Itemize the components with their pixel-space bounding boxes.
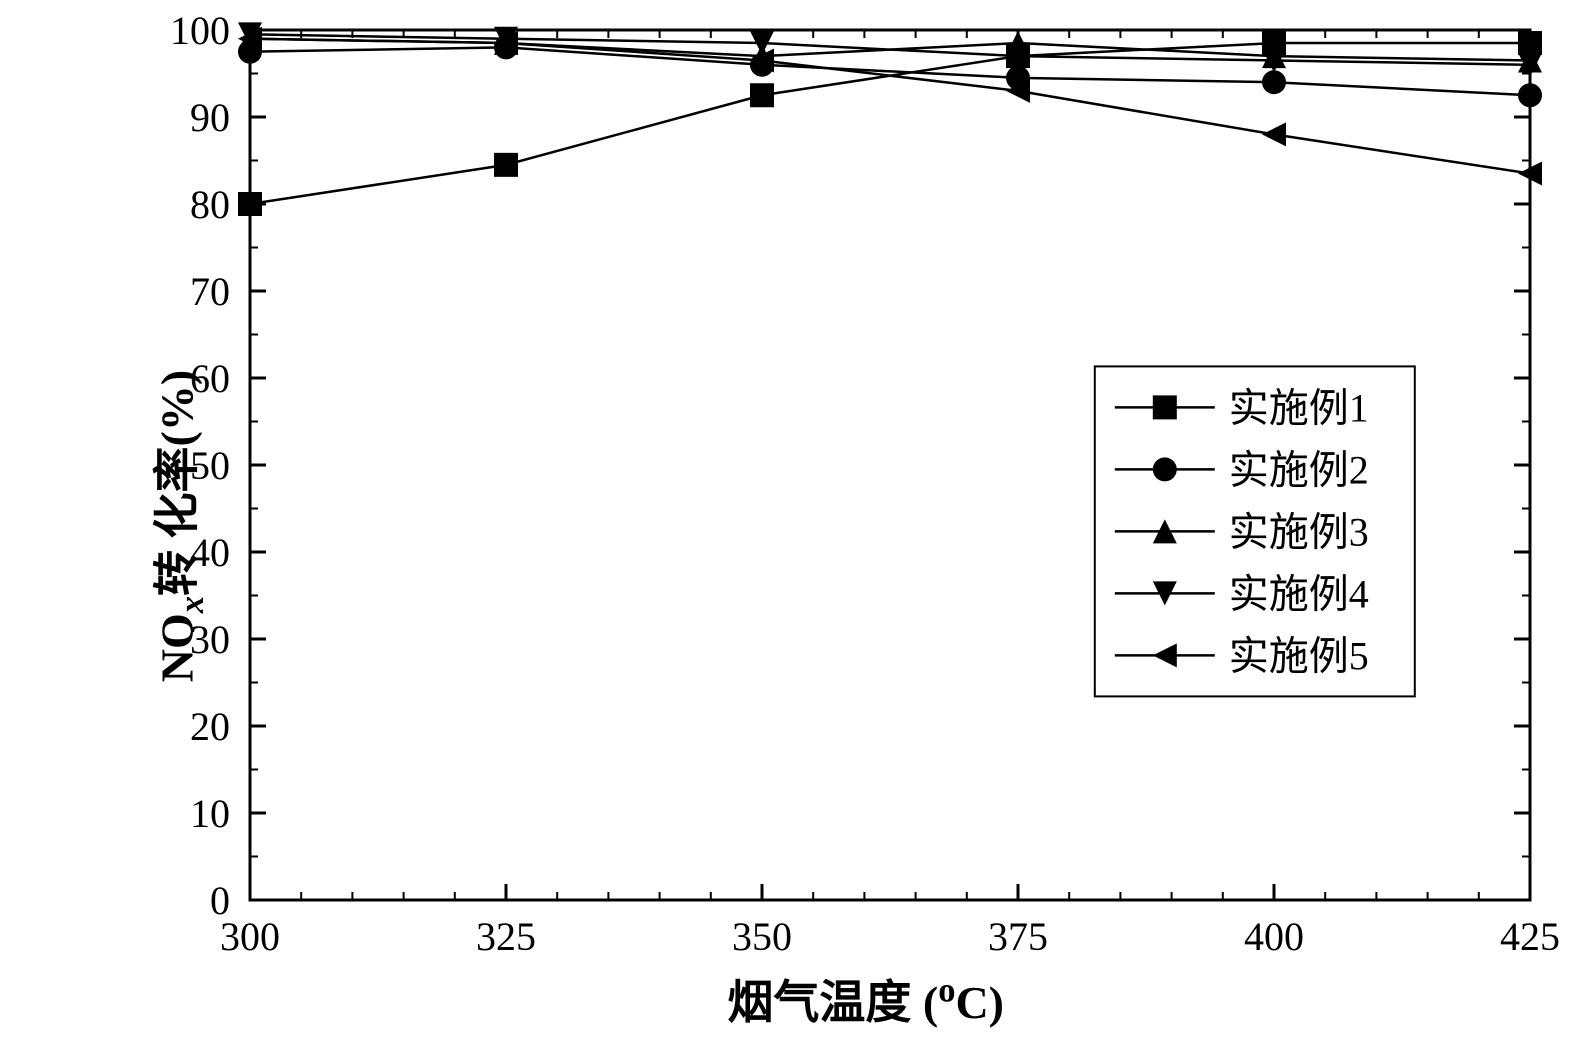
svg-text:10: 10: [190, 791, 230, 836]
svg-text:325: 325: [476, 914, 536, 959]
svg-text:实施例1: 实施例1: [1229, 385, 1369, 430]
svg-text:375: 375: [988, 914, 1048, 959]
chart-container: 3003253503754004250102030405060708090100…: [0, 0, 1574, 1052]
svg-text:70: 70: [190, 269, 230, 314]
svg-text:90: 90: [190, 95, 230, 140]
svg-text:20: 20: [190, 704, 230, 749]
x-axis-label: 烟气温度 (oC): [727, 966, 1004, 1032]
svg-text:80: 80: [190, 182, 230, 227]
svg-text:350: 350: [732, 914, 792, 959]
y-axis-label: NOx转 化率(%): [141, 370, 212, 682]
chart-svg: 3003253503754004250102030405060708090100…: [0, 0, 1574, 1052]
svg-text:实施例2: 实施例2: [1229, 447, 1369, 492]
svg-text:0: 0: [210, 878, 230, 923]
svg-text:425: 425: [1500, 914, 1560, 959]
svg-text:实施例4: 实施例4: [1229, 571, 1369, 616]
svg-text:实施例3: 实施例3: [1229, 509, 1369, 554]
svg-text:100: 100: [170, 8, 230, 53]
svg-text:实施例5: 实施例5: [1229, 633, 1369, 678]
svg-text:400: 400: [1244, 914, 1304, 959]
